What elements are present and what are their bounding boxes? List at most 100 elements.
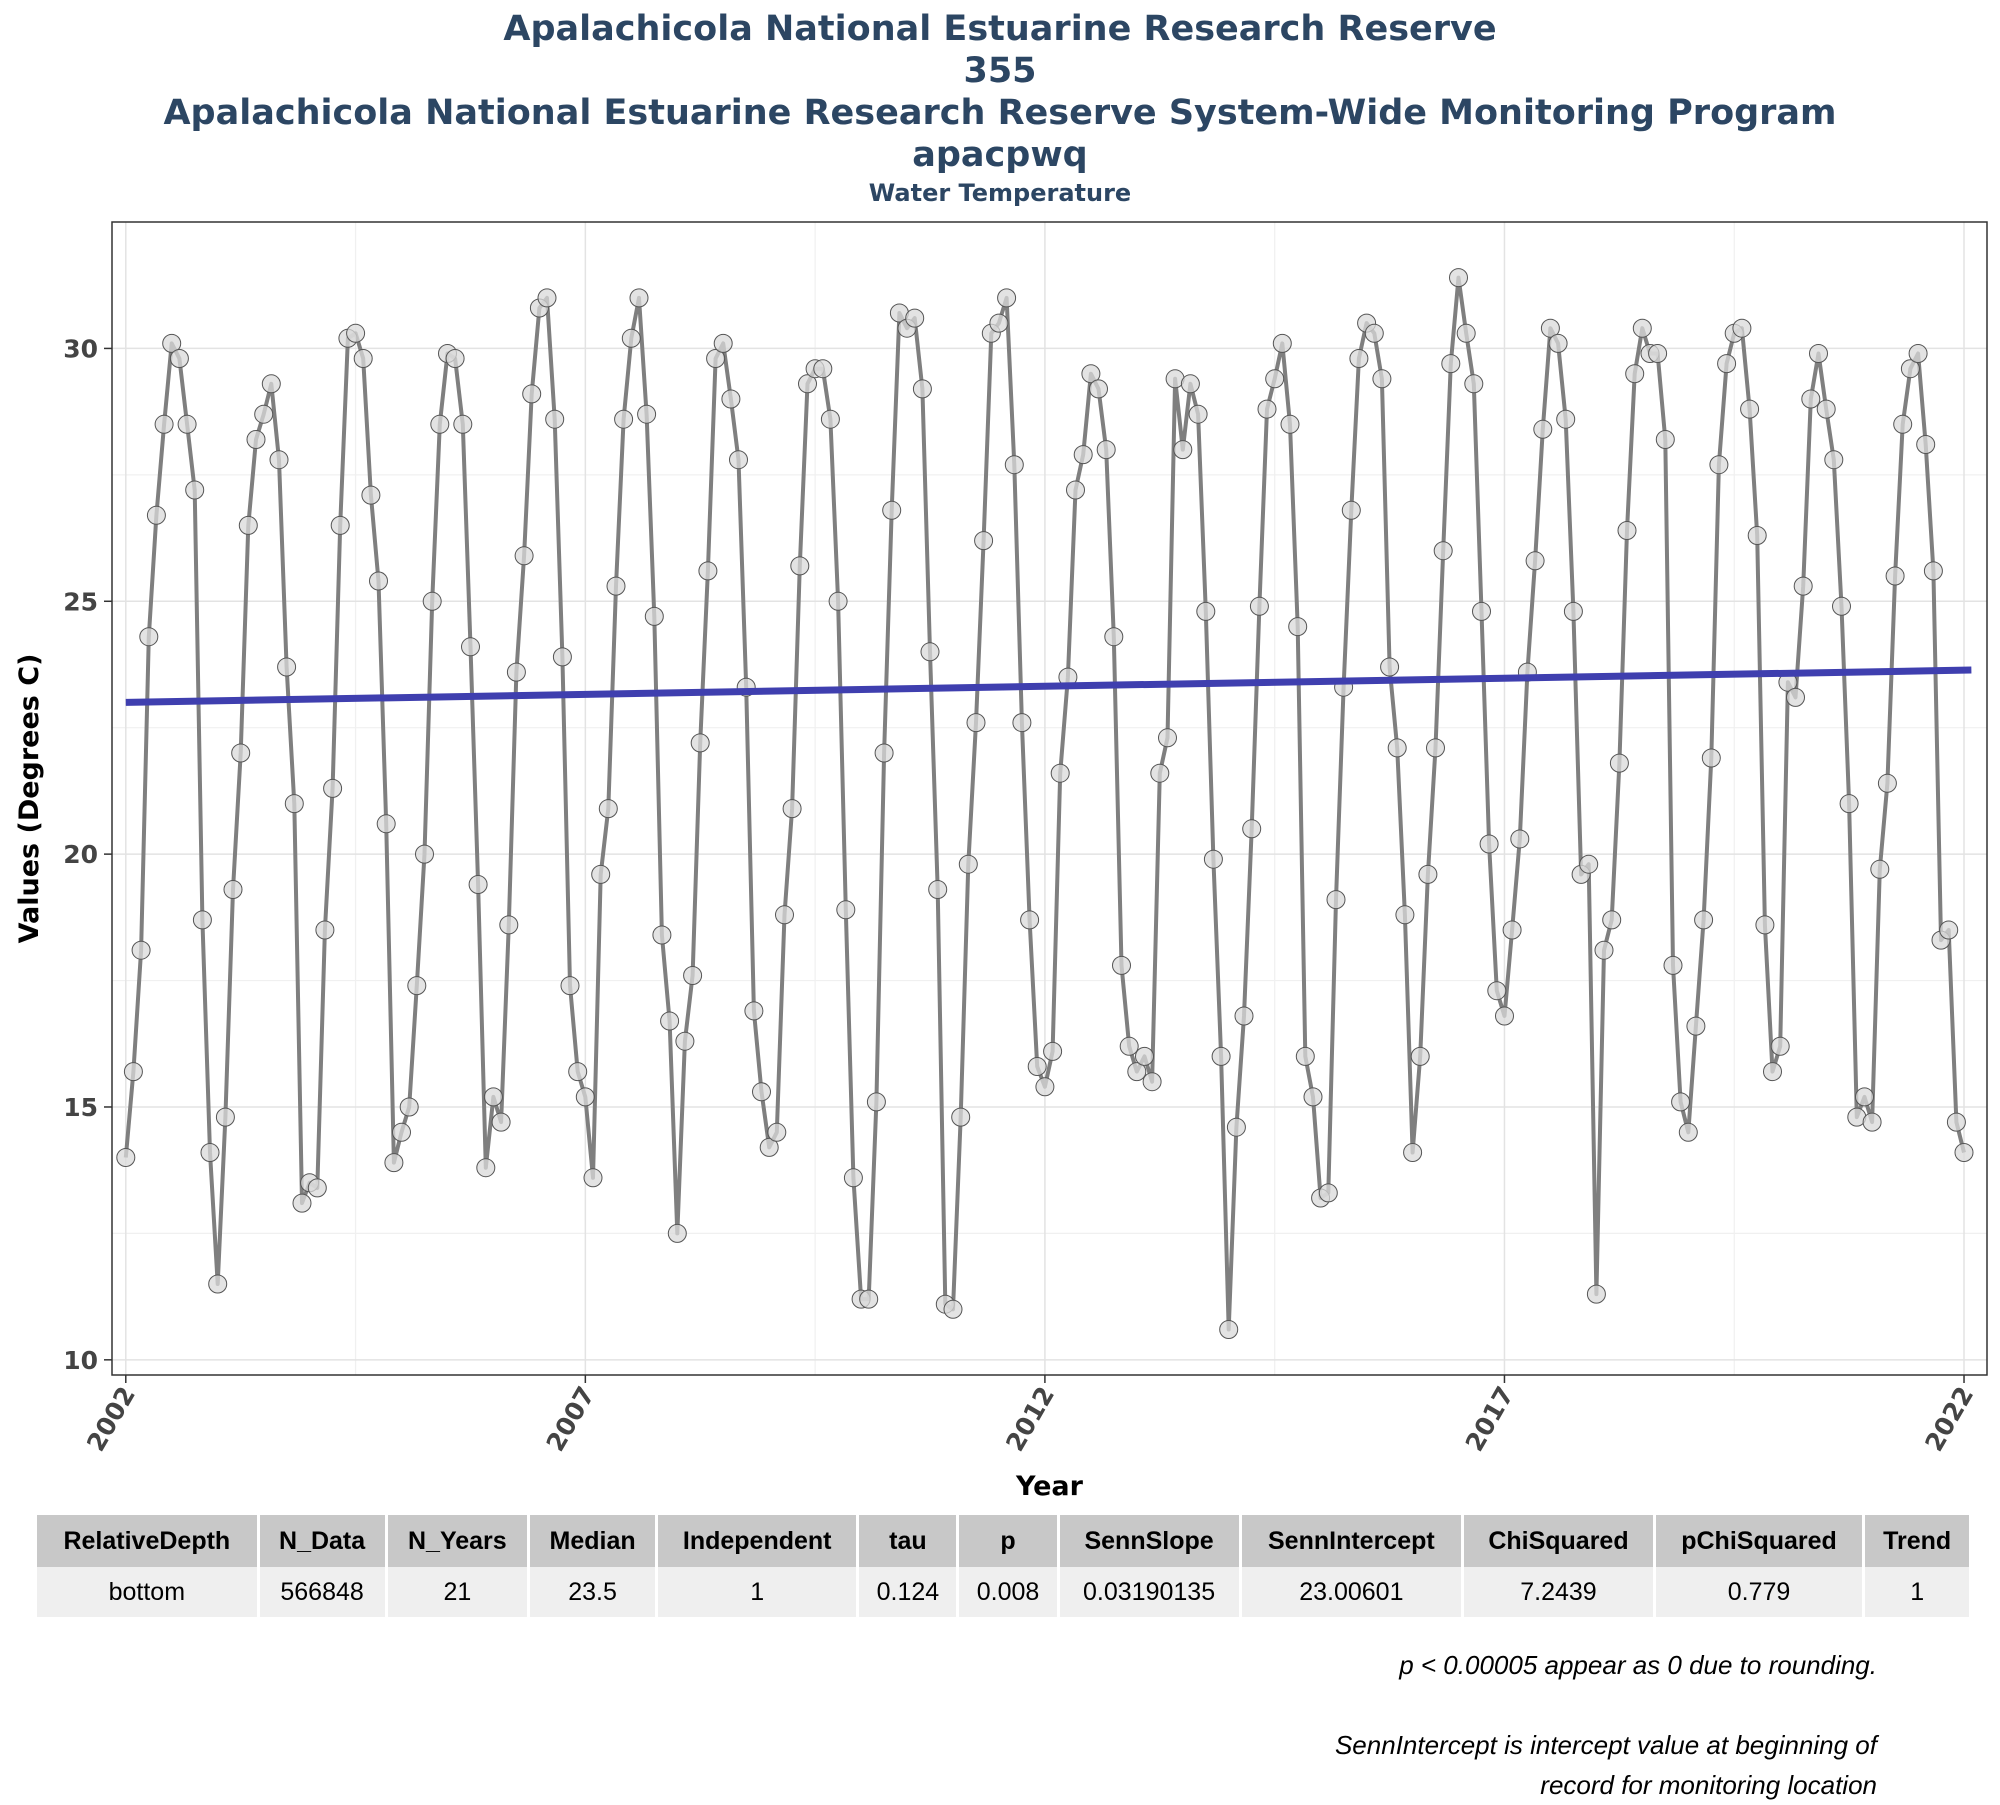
data-point — [1479, 834, 1499, 854]
data-point — [621, 328, 641, 348]
data-point — [713, 333, 733, 353]
data-point — [514, 546, 534, 566]
data-point — [1280, 414, 1300, 434]
data-point — [552, 647, 572, 667]
data-point — [820, 409, 840, 429]
data-point — [445, 349, 465, 368]
data-point — [146, 505, 166, 525]
data-point — [185, 480, 205, 500]
data-point — [790, 556, 810, 576]
data-point — [1219, 1320, 1239, 1339]
data-point — [759, 1137, 779, 1157]
table-cell: 0.008 — [959, 1567, 1057, 1617]
data-point — [545, 409, 565, 429]
data-point — [277, 657, 297, 677]
data-point — [1586, 1284, 1606, 1304]
data-point — [1257, 399, 1277, 419]
chart-title-line-4: apacpwq — [912, 135, 1088, 175]
table-header-cell: ChiSquared — [1464, 1515, 1653, 1567]
data-point — [637, 404, 657, 424]
data-point — [905, 308, 925, 328]
data-point — [261, 374, 281, 394]
x-axis-title: Year — [1015, 1471, 1084, 1500]
data-point — [1096, 440, 1116, 460]
data-point — [1318, 1183, 1338, 1203]
data-point — [1472, 601, 1491, 621]
table-row: bottom 566848 21 23.5 1 0.124 0.008 0.03… — [37, 1567, 1969, 1617]
data-point — [989, 313, 1009, 333]
data-point — [491, 1112, 511, 1132]
data-point — [1609, 753, 1629, 773]
data-point — [798, 374, 817, 394]
data-point — [1050, 763, 1070, 783]
data-point — [1027, 1057, 1047, 1076]
data-point — [1020, 910, 1040, 930]
data-point — [1916, 435, 1936, 454]
data-point — [1946, 1112, 1966, 1132]
data-point — [1441, 354, 1461, 374]
data-point — [1081, 364, 1101, 384]
data-point — [1073, 445, 1093, 465]
data-point — [1288, 617, 1308, 637]
data-point — [1923, 561, 1943, 581]
axis-layer: 10 15 20 25 30 2002 2007 2012 2017 2022 — [63, 334, 1979, 1456]
data-point — [1763, 1062, 1782, 1082]
data-point — [1112, 955, 1131, 975]
data-point — [1548, 333, 1568, 353]
chart-title-line-1: Apalachicola National Estuarine Research… — [503, 9, 1497, 49]
data-point — [1012, 713, 1032, 733]
data-point — [1839, 794, 1859, 814]
data-point — [1043, 1041, 1063, 1061]
data-point — [568, 1062, 588, 1082]
data-point — [591, 864, 611, 884]
data-point — [1885, 566, 1905, 586]
y-tick-label: 15 — [63, 1093, 98, 1122]
data-point — [767, 1122, 787, 1142]
table-cell: 0.779 — [1655, 1567, 1863, 1617]
trend-line — [125, 666, 1972, 706]
data-point — [1563, 601, 1583, 621]
data-point — [453, 414, 473, 434]
data-point — [399, 1097, 419, 1117]
data-point — [1740, 399, 1760, 419]
data-point — [1495, 1006, 1514, 1026]
data-point — [813, 359, 833, 379]
data-point — [522, 384, 542, 404]
data-point — [1387, 738, 1407, 758]
data-point — [1556, 409, 1576, 429]
data-point — [384, 1153, 404, 1173]
table-cell: 1 — [1865, 1567, 1969, 1617]
data-point — [154, 414, 174, 434]
data-point — [1426, 738, 1445, 758]
data-point — [1249, 596, 1269, 616]
data-point — [1908, 344, 1928, 363]
data-point — [1939, 920, 1959, 940]
data-point — [162, 333, 182, 353]
data-point — [254, 404, 274, 424]
data-point — [1066, 480, 1085, 500]
data-point — [415, 844, 434, 864]
data-point — [729, 450, 748, 470]
data-point — [690, 733, 710, 753]
data-point — [1410, 1046, 1430, 1066]
data-point — [1709, 455, 1729, 475]
table-header-cell: pChiSquared — [1655, 1515, 1863, 1567]
data-point — [346, 323, 366, 343]
data-point — [1510, 829, 1530, 849]
data-point — [1104, 627, 1124, 647]
data-point — [1272, 333, 1292, 353]
table-header-cell: RelativeDepth — [37, 1515, 257, 1567]
data-point — [1786, 687, 1805, 707]
chart-title-line-3: Apalachicola National Estuarine Research… — [163, 93, 1837, 133]
intercept-note-line-2: record for monitoring location — [1540, 1770, 1877, 1800]
data-point — [476, 1158, 496, 1178]
data-point — [843, 1168, 863, 1188]
data-point — [698, 561, 718, 581]
data-point — [866, 1092, 886, 1112]
data-point — [323, 778, 343, 798]
data-point — [223, 880, 243, 899]
table-cell: 566848 — [259, 1567, 385, 1617]
data-point — [1395, 905, 1415, 925]
data-point — [1403, 1143, 1423, 1162]
data-point — [1502, 920, 1522, 940]
